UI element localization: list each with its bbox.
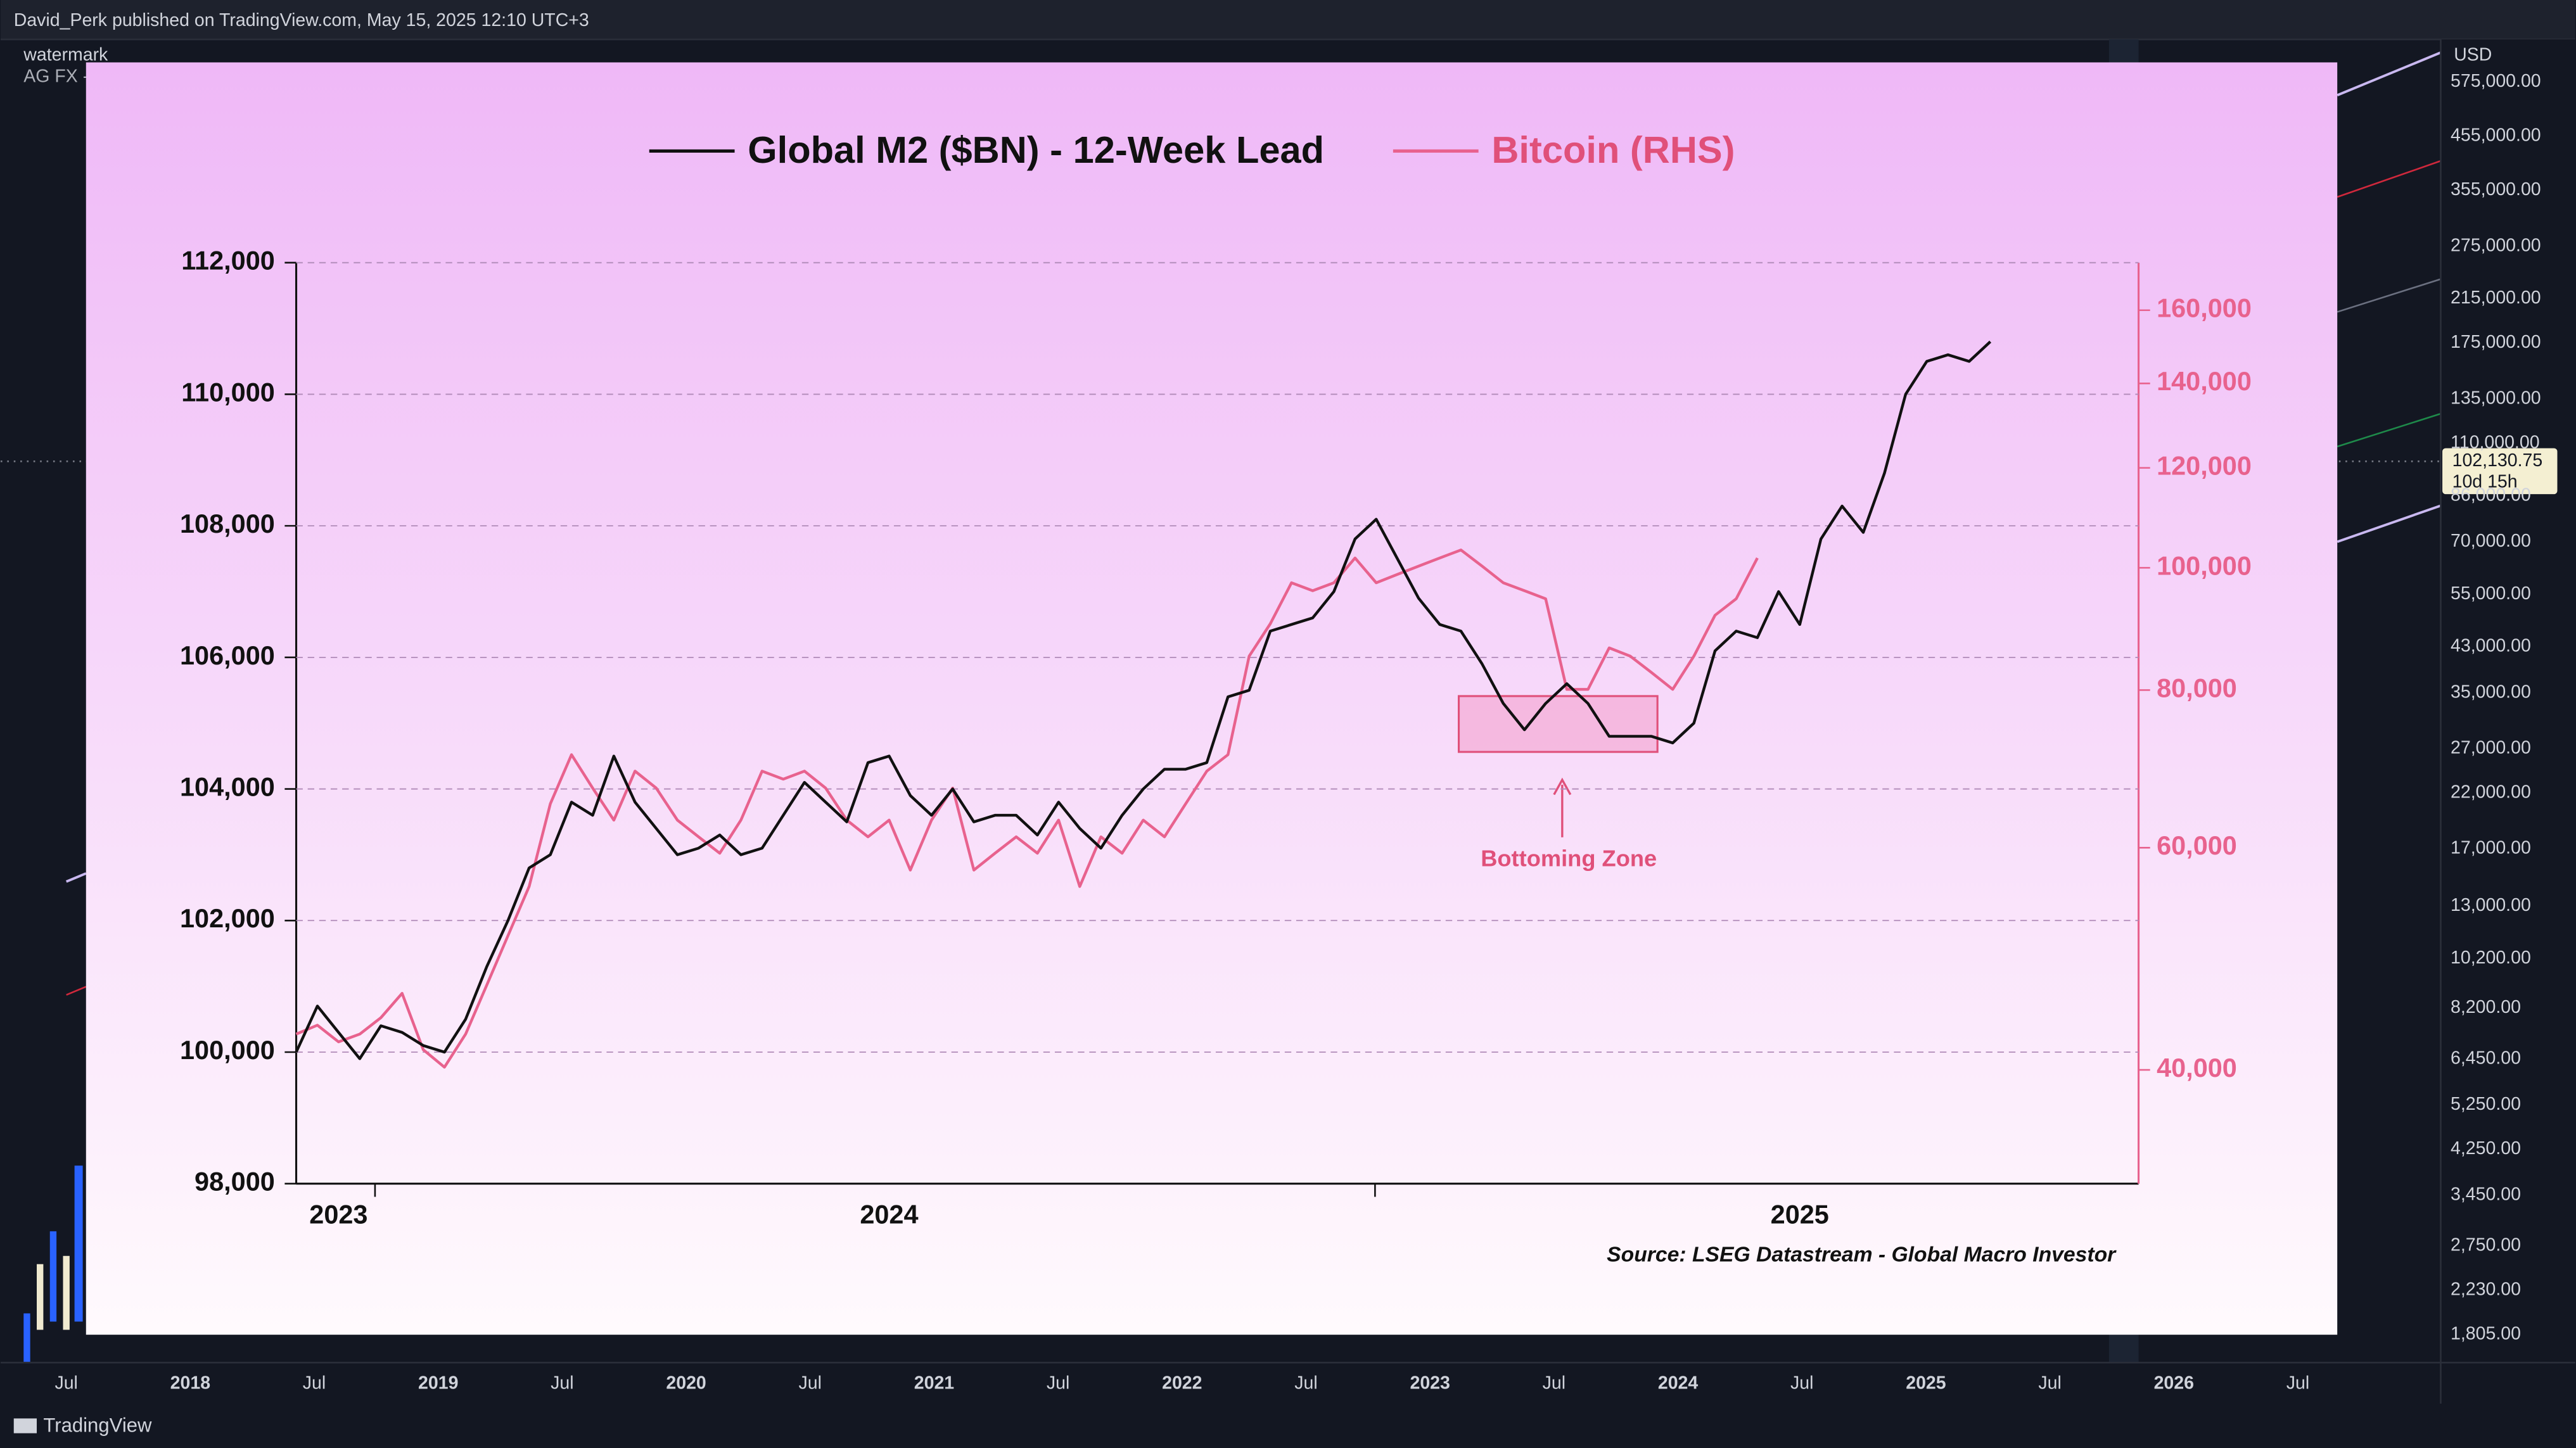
price-label: 13,000.00 (2451, 895, 2531, 915)
bottom-bar (1, 1404, 2575, 1448)
price-label: 575,000.00 (2451, 71, 2541, 91)
time-label: 2019 (418, 1373, 458, 1393)
price-label: 17,000.00 (2451, 838, 2531, 858)
price-label: 27,000.00 (2451, 737, 2531, 758)
time-label: 2026 (2154, 1373, 2194, 1393)
y-tick-label: 100,000 (180, 1035, 275, 1065)
price-label: 5,250.00 (2451, 1094, 2521, 1114)
candle (74, 1165, 83, 1322)
price-label: 455,000.00 (2451, 125, 2541, 146)
y-tick-label: 102,000 (180, 903, 275, 933)
price-label: 6,450.00 (2451, 1048, 2521, 1068)
candle (37, 1264, 44, 1330)
price-label: 10,200.00 (2451, 948, 2531, 968)
time-label: Jul (1047, 1373, 1069, 1393)
time-label: 2018 (170, 1373, 210, 1393)
time-label: 2024 (1658, 1373, 1699, 1393)
time-label: Jul (1790, 1373, 1813, 1393)
time-label: Jul (1294, 1373, 1317, 1393)
price-badge (2442, 448, 2558, 495)
trend-line (66, 986, 87, 996)
price-label: 8,200.00 (2451, 997, 2521, 1017)
y2-tick-label: 60,000 (2157, 830, 2237, 860)
y-tick-label: 112,000 (181, 246, 275, 276)
legend-label: Bitcoin (RHS) (1491, 129, 1735, 171)
currency: USD (2454, 45, 2492, 65)
trend-line (2337, 51, 2442, 97)
price-label: 4,250.00 (2451, 1138, 2521, 1159)
trend-line (2337, 412, 2441, 448)
brand: TradingView (43, 1414, 152, 1437)
watermark: watermark (23, 45, 108, 65)
top-bar (1, 0, 2575, 40)
time-label: 2020 (666, 1373, 706, 1393)
y2-tick-label: 40,000 (2157, 1053, 2237, 1083)
y-tick-label: 110,000 (181, 377, 275, 407)
price-label: 3,450.00 (2451, 1184, 2521, 1204)
annotation-arrowhead (1553, 777, 1572, 796)
time-label: 2022 (1162, 1373, 1202, 1393)
y-tick-label: 104,000 (180, 772, 275, 802)
candle (63, 1255, 70, 1330)
time-label: 2021 (914, 1373, 955, 1393)
time-label: Jul (303, 1373, 326, 1393)
y2-tick-label: 160,000 (2157, 293, 2252, 323)
price-label: 1,805.00 (2451, 1324, 2521, 1344)
bottoming-zone-box (1457, 695, 1659, 753)
x-tick-label: 2025 (1771, 1200, 1829, 1229)
x-tick-label: 2024 (860, 1200, 918, 1229)
time-label: 2023 (1410, 1373, 1450, 1393)
chart-panel (86, 62, 2338, 1335)
trend-line (2337, 504, 2442, 543)
price-label: 22,000.00 (2451, 782, 2531, 802)
countdown: 10d 15h (2452, 472, 2518, 492)
price-label: 86,000.00 (2451, 485, 2531, 505)
legend-label: Global M2 ($BN) - 12-Week Lead (748, 129, 1324, 171)
time-label: Jul (551, 1373, 573, 1393)
time-label: Jul (2286, 1373, 2309, 1393)
price-label: 2,750.00 (2451, 1235, 2521, 1255)
x-tick-label: 2023 (309, 1200, 367, 1229)
price-axis (2440, 39, 2575, 1363)
price-label: 355,000.00 (2451, 179, 2541, 200)
series-line (295, 340, 1992, 1060)
y-tick-label: 106,000 (180, 640, 275, 670)
price-label: 43,000.00 (2451, 636, 2531, 656)
time-label: Jul (1543, 1373, 1565, 1393)
publish-info: David_Perk published on TradingView.com,… (14, 10, 589, 30)
y-tick-label: 108,000 (180, 509, 275, 538)
y2-tick-label: 80,000 (2157, 673, 2237, 702)
annotation: Bottoming Zone (1481, 846, 1657, 872)
trend-line (65, 872, 87, 883)
price-label: 275,000.00 (2451, 235, 2541, 255)
time-label: Jul (54, 1373, 77, 1393)
source: Source: LSEG Datastream - Global Macro I… (1607, 1243, 2117, 1267)
y2-tick-label: 140,000 (2157, 366, 2252, 396)
price-label: 215,000.00 (2451, 288, 2541, 308)
trend-line (2337, 160, 2441, 198)
price-label: 135,000.00 (2451, 388, 2541, 408)
candle (23, 1313, 30, 1363)
time-label: Jul (2038, 1373, 2061, 1393)
price-label: 175,000.00 (2451, 332, 2541, 352)
y-tick-label: 98,000 (194, 1167, 275, 1197)
price-label: 110,000.00 (2451, 432, 2540, 452)
y2-tick-label: 120,000 (2157, 451, 2252, 481)
price-label: 70,000.00 (2451, 531, 2531, 551)
series-line (295, 549, 1759, 1069)
time-label: Jul (799, 1373, 822, 1393)
price-label: 55,000.00 (2451, 583, 2531, 604)
y2-tick-label: 100,000 (2157, 550, 2252, 580)
time-label: 2025 (1906, 1373, 1946, 1393)
last-price: 102,130.75 (2452, 450, 2543, 471)
candle (49, 1231, 57, 1322)
trend-line (2337, 278, 2441, 313)
brand-logo (13, 1418, 37, 1433)
price-label: 2,230.00 (2451, 1280, 2521, 1300)
price-label: 35,000.00 (2451, 682, 2531, 702)
